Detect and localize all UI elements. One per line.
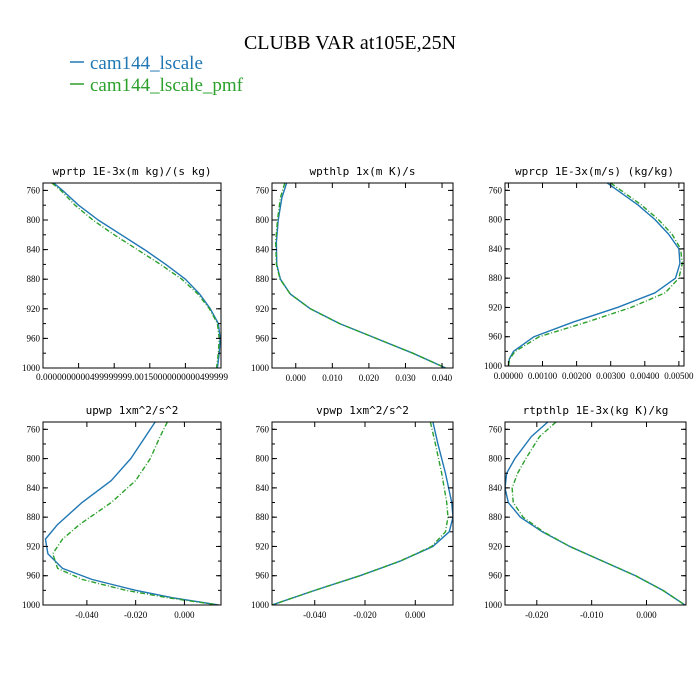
plot-frame	[504, 182, 685, 367]
y-tick-label: 920	[27, 304, 41, 314]
series-line-lscale-pmf	[52, 422, 219, 605]
y-tick-label: 920	[489, 541, 503, 551]
panel-5: vpwp 1xm^2/s^2 760 800 840 880 920 960 1000 -0.0…	[251, 404, 454, 620]
panel-title: vpwp 1xm^2/s^2	[316, 404, 409, 417]
y-tick-label: 800	[256, 454, 270, 464]
x-tick-label: -0.010	[580, 610, 604, 620]
y-tick-label: 760	[489, 424, 503, 434]
x-tick-label: 0.000	[286, 373, 307, 383]
x-tick-label: 0.010	[322, 373, 343, 383]
y-tick-label: 760	[489, 185, 503, 195]
y-tick-label: 960	[256, 571, 270, 581]
panel-3: wprcp 1E-3x(m/s) (kg/kg) 760 800 840 880 920 9…	[484, 165, 694, 381]
x-tick-label: 0.040	[432, 373, 453, 383]
x-tick-label: -0.020	[124, 610, 148, 620]
y-tick-label: 840	[27, 245, 41, 255]
y-tick-label: 1000	[251, 600, 270, 610]
y-tick-label: 1000	[22, 363, 41, 373]
y-tick-label: 880	[256, 512, 270, 522]
series-line-lscale	[272, 422, 453, 605]
panel-4: upwp 1xm^2/s^2 760 800 840 880 920 960 1000 -0.0…	[22, 404, 222, 620]
legend-label-0: cam144_lscale	[90, 53, 203, 74]
panel-title: wprtp 1E-3x(m kg)/(s kg)	[53, 165, 212, 178]
series-line-lscale-pmf	[272, 422, 449, 605]
series-line-lscale	[44, 422, 219, 605]
y-tick-label: 960	[489, 332, 503, 342]
y-tick-label: 880	[27, 512, 41, 522]
y-tick-label: 960	[256, 333, 270, 343]
panels: wprtp 1E-3x(m kg)/(s kg) 760 800 840 880 920 9…	[22, 165, 694, 620]
series-line-lscale-pmf	[511, 422, 686, 605]
y-tick-label: 800	[27, 454, 41, 464]
y-tick-label: 1000	[484, 600, 503, 610]
y-tick-label: 880	[489, 273, 503, 283]
y-tick-label: 760	[256, 424, 270, 434]
x-tick-label: 0.00500	[664, 371, 694, 381]
y-tick-label: 800	[489, 454, 503, 464]
y-tick-label: 760	[256, 185, 270, 195]
y-tick-label: 880	[27, 274, 41, 284]
figure-title: CLUBB VAR at105E,25N	[244, 32, 456, 54]
panel-title: wpthlp 1x(m K)/s	[310, 165, 416, 178]
series-line-lscale	[505, 422, 686, 605]
y-tick-label: 1000	[251, 363, 270, 373]
y-tick-label: 760	[27, 424, 41, 434]
legend-label-1: cam144_lscale_pmf	[90, 75, 244, 96]
y-tick-label: 960	[489, 571, 503, 581]
y-tick-label: 960	[27, 571, 41, 581]
y-tick-label: 1000	[22, 600, 41, 610]
plot-frame	[42, 421, 222, 606]
series-line-lscale	[53, 183, 221, 368]
plot-frame	[42, 182, 222, 369]
x-tick-label-overlap: 0.0000000000499999999.001500000000004999…	[36, 372, 229, 382]
y-tick-label: 880	[256, 274, 270, 284]
y-tick-label: 920	[256, 304, 270, 314]
x-tick-label: 0.000	[405, 610, 426, 620]
panel-title: rtpthlp 1E-3x(kg K)/kg	[523, 404, 669, 417]
y-tick-label: 920	[256, 541, 270, 551]
y-tick-label: 920	[489, 302, 503, 312]
x-tick-label: 0.020	[359, 373, 380, 383]
y-tick-label: 840	[489, 483, 503, 493]
y-tick-label: 840	[256, 245, 270, 255]
panel-title: wprcp 1E-3x(m/s) (kg/kg)	[515, 165, 674, 178]
series-line-lscale-pmf	[274, 183, 446, 368]
plot-frame	[504, 421, 687, 606]
y-tick-label: 920	[27, 541, 41, 551]
y-tick-label: 960	[27, 333, 41, 343]
y-tick-label: 1000	[484, 361, 503, 371]
x-tick-label: -0.020	[353, 610, 377, 620]
panel-title: upwp 1xm^2/s^2	[86, 404, 179, 417]
panel-6: rtpthlp 1E-3x(kg K)/kg 760 800 840 880 920 960…	[484, 404, 687, 620]
x-tick-label: -0.040	[303, 610, 327, 620]
y-tick-label: 880	[489, 512, 503, 522]
series-line-lscale	[507, 183, 681, 366]
y-tick-label: 800	[489, 215, 503, 225]
x-tick-label: 0.00100	[528, 371, 558, 381]
plot-frame	[271, 421, 454, 606]
x-tick-label: 0.00200	[562, 371, 592, 381]
y-tick-label: 840	[256, 483, 270, 493]
plot-frame	[271, 182, 454, 369]
x-tick-label: 0.000	[174, 610, 195, 620]
x-tick-label: 0.030	[395, 373, 416, 383]
x-tick-label: -0.040	[75, 610, 99, 620]
y-tick-label: 760	[27, 185, 41, 195]
y-tick-label: 840	[489, 244, 503, 254]
y-tick-label: 800	[256, 215, 270, 225]
legend: cam144_lscale cam144_lscale_pmf	[70, 53, 244, 96]
y-tick-label: 840	[27, 483, 41, 493]
panel-2: wpthlp 1x(m K)/s 760 800 840 880 920 960 1000 0.…	[251, 165, 454, 383]
x-tick-label: 0.00300	[596, 371, 626, 381]
panel-1: wprtp 1E-3x(m kg)/(s kg) 760 800 840 880 920 9…	[22, 165, 229, 382]
x-tick-label: -0.020	[525, 610, 549, 620]
x-tick-label: 0.00400	[630, 371, 660, 381]
y-tick-label: 800	[27, 215, 41, 225]
x-tick-label: 0.00000	[494, 371, 524, 381]
series-line-lscale	[275, 183, 446, 368]
series-line-lscale-pmf	[51, 183, 220, 368]
x-tick-label: 0.000	[636, 610, 657, 620]
